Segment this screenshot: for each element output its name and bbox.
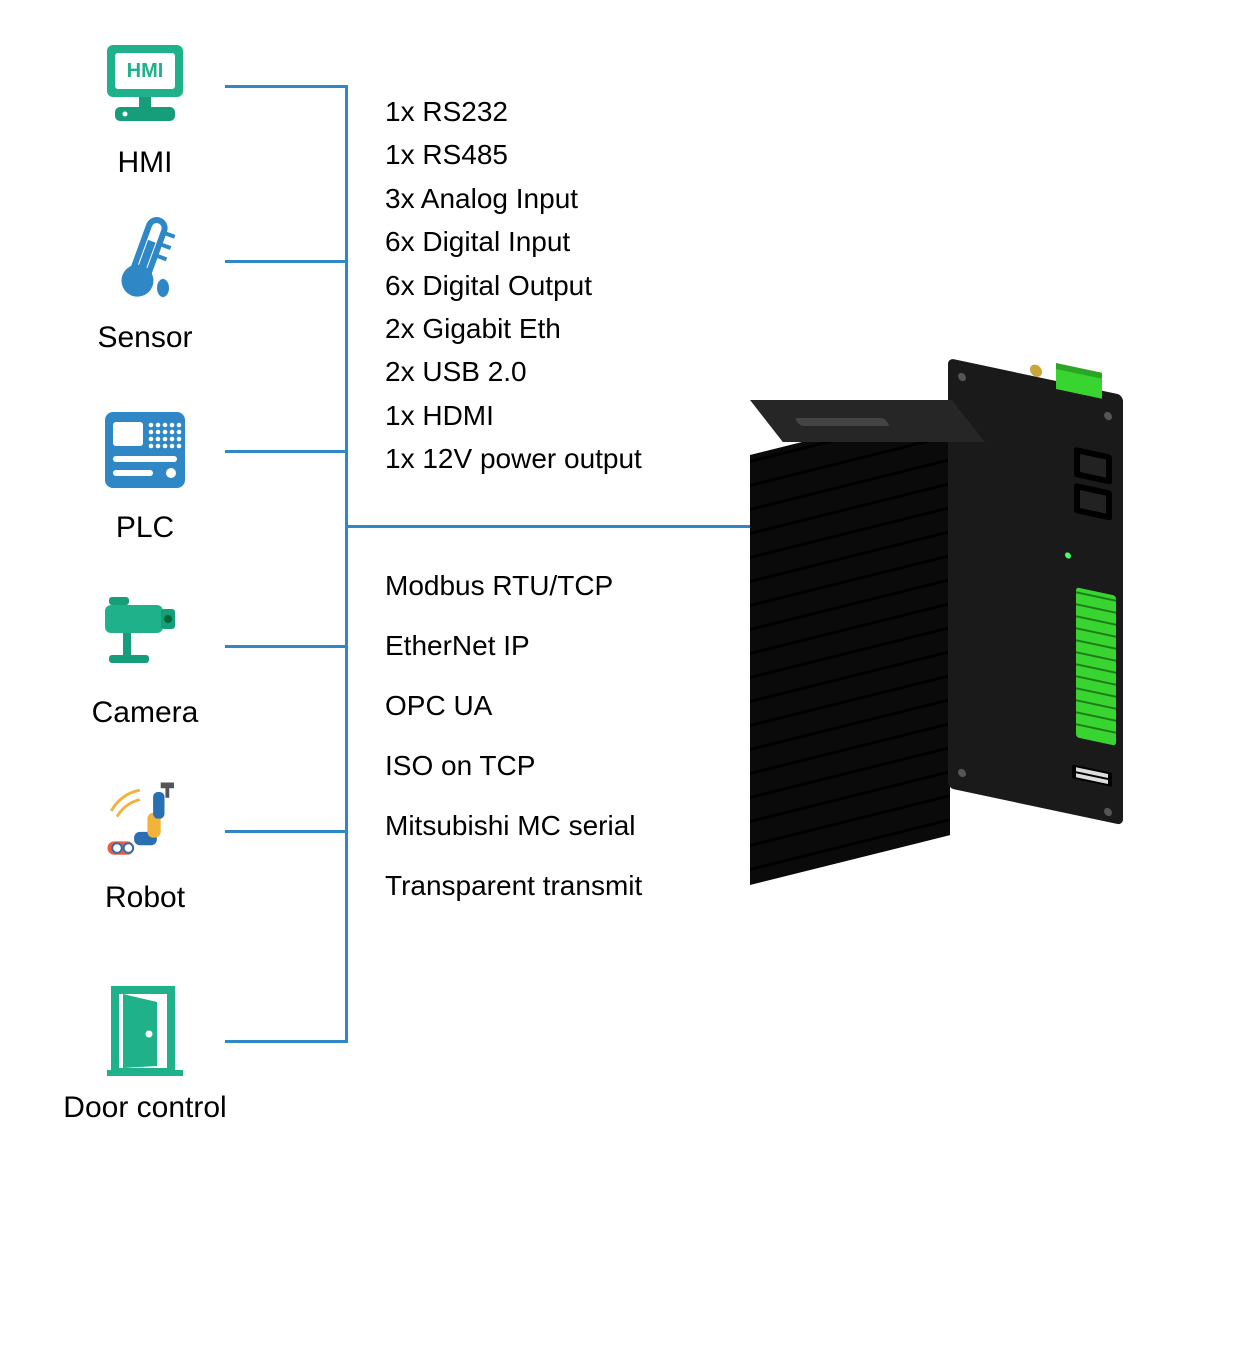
protocol-row: ISO on TCP bbox=[385, 750, 642, 782]
plc-label: PLC bbox=[116, 511, 174, 545]
device-plc: PLC bbox=[60, 395, 230, 545]
gateway-connector-line bbox=[345, 525, 770, 528]
door-label: Door control bbox=[63, 1091, 226, 1125]
protocol-row: EtherNet IP bbox=[385, 630, 642, 662]
sensor-label: Sensor bbox=[97, 321, 192, 355]
hmi-label: HMI bbox=[118, 146, 173, 180]
protocol-row: Mitsubishi MC serial bbox=[385, 810, 642, 842]
spec-row: 1x RS485 bbox=[385, 133, 642, 176]
branch-plc bbox=[225, 450, 348, 453]
spec-row: 2x USB 2.0 bbox=[385, 350, 642, 393]
robot-label: Robot bbox=[105, 881, 185, 915]
door-icon bbox=[90, 975, 200, 1085]
branch-door bbox=[225, 1040, 348, 1043]
branch-hmi bbox=[225, 85, 348, 88]
camera-icon bbox=[90, 580, 200, 690]
device-door: Door control bbox=[60, 975, 230, 1125]
hmi-icon: HMI bbox=[90, 30, 200, 140]
device-hmi: HMI HMI bbox=[60, 30, 230, 180]
spec-row: 6x Digital Input bbox=[385, 220, 642, 263]
branch-robot bbox=[225, 830, 348, 833]
branch-sensor bbox=[225, 260, 348, 263]
interface-spec-list: 1x RS2321x RS4853x Analog Input6x Digita… bbox=[385, 90, 642, 481]
spec-row: 3x Analog Input bbox=[385, 177, 642, 220]
svg-text:HMI: HMI bbox=[127, 60, 164, 82]
protocol-list: Modbus RTU/TCP EtherNet IP OPC UA ISO on TC… bbox=[385, 570, 642, 930]
protocol-row: Modbus RTU/TCP bbox=[385, 570, 642, 602]
sensor-icon bbox=[90, 205, 200, 315]
device-sensor: Sensor bbox=[60, 205, 230, 355]
device-camera: Camera bbox=[60, 580, 230, 730]
device-robot: Robot bbox=[60, 765, 230, 915]
protocol-row: OPC UA bbox=[385, 690, 642, 722]
spec-row: 1x 12V power output bbox=[385, 437, 642, 480]
gateway-device bbox=[730, 330, 1150, 895]
spec-row: 2x Gigabit Eth bbox=[385, 307, 642, 350]
robot-icon bbox=[90, 765, 200, 875]
bus-line bbox=[345, 85, 348, 1043]
camera-label: Camera bbox=[92, 696, 199, 730]
plc-icon bbox=[90, 395, 200, 505]
spec-row: 1x HDMI bbox=[385, 394, 642, 437]
protocol-row: Transparent transmit bbox=[385, 870, 642, 902]
spec-row: 6x Digital Output bbox=[385, 264, 642, 307]
branch-camera bbox=[225, 645, 348, 648]
spec-row: 1x RS232 bbox=[385, 90, 642, 133]
